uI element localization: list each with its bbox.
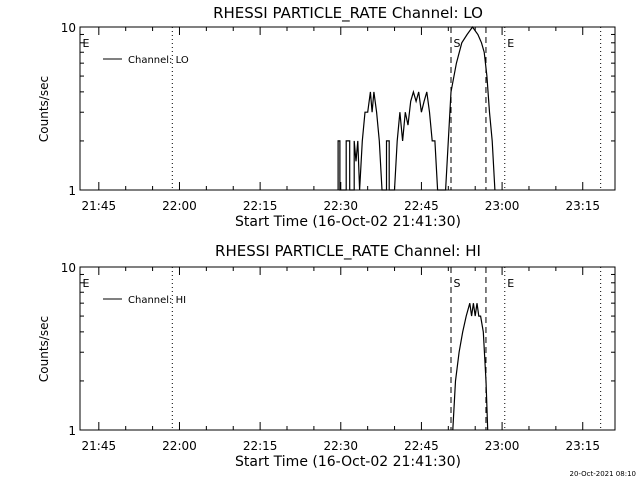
x-tick-label: 21:45 <box>82 199 117 213</box>
x-tick-label: 22:15 <box>243 199 278 213</box>
x-tick-label: 22:45 <box>404 199 439 213</box>
y-axis-label: Counts/sec <box>37 76 51 142</box>
legend-entry-label: Channel: LO <box>128 55 189 66</box>
y-tick-label: 10 <box>61 21 76 35</box>
x-tick-label: 22:15 <box>243 439 278 453</box>
marker-label: E <box>507 37 514 50</box>
x-tick-label: 23:00 <box>485 439 520 453</box>
x-axis: 21:45 22:00 22:15 22:30 22:45 23:00 23:15 <box>82 267 600 453</box>
plot-frame <box>79 266 616 431</box>
y-axis: 1 10 <box>61 261 615 438</box>
marker-label: S <box>454 277 461 290</box>
legend-entry-label: Channel: HI <box>128 295 186 306</box>
y-axis-label: Counts/sec <box>37 316 51 382</box>
plot-frame <box>79 26 616 191</box>
x-tick-label: 22:00 <box>162 439 197 453</box>
x-tick-label: 21:45 <box>82 439 117 453</box>
x-axis-label: Start Time (16-Oct-02 21:41:30) <box>235 454 461 470</box>
series-line <box>337 25 496 191</box>
chart-panel-lo: RHESSI PARTICLE_RATE Channel: LO E S E 1 10… <box>37 4 616 230</box>
marker-label: S <box>454 37 461 50</box>
y-axis: 1 10 <box>61 21 615 198</box>
x-tick-label: 22:30 <box>323 439 358 453</box>
chart-panel-hi: RHESSI PARTICLE_RATE Channel: HI E S E 1 10… <box>37 242 616 470</box>
legend: Channel: LO <box>103 55 189 66</box>
x-tick-label: 22:45 <box>404 439 439 453</box>
marker-label: E <box>83 277 90 290</box>
x-tick-label: 22:30 <box>323 199 358 213</box>
x-tick-label: 23:00 <box>485 199 520 213</box>
chart-title: RHESSI PARTICLE_RATE Channel: HI <box>215 242 481 261</box>
marker-label: E <box>83 37 90 50</box>
x-axis: 21:45 22:00 22:15 22:30 22:45 23:00 23:15 <box>82 27 600 213</box>
x-tick-label: 23:15 <box>565 199 600 213</box>
y-tick-label: 1 <box>68 424 76 438</box>
y-tick-label: 10 <box>61 261 76 275</box>
data-series <box>337 25 496 191</box>
legend: Channel: HI <box>103 295 186 306</box>
chart-title: RHESSI PARTICLE_RATE Channel: LO <box>213 4 483 23</box>
generation-timestamp: 20-Oct-2021 08:10 <box>570 470 636 478</box>
series-line <box>452 303 489 431</box>
x-axis-label: Start Time (16-Oct-02 21:41:30) <box>235 214 461 230</box>
x-tick-label: 23:15 <box>565 439 600 453</box>
data-series <box>452 303 489 431</box>
y-tick-label: 1 <box>68 184 76 198</box>
marker-label: E <box>507 277 514 290</box>
x-tick-label: 22:00 <box>162 199 197 213</box>
